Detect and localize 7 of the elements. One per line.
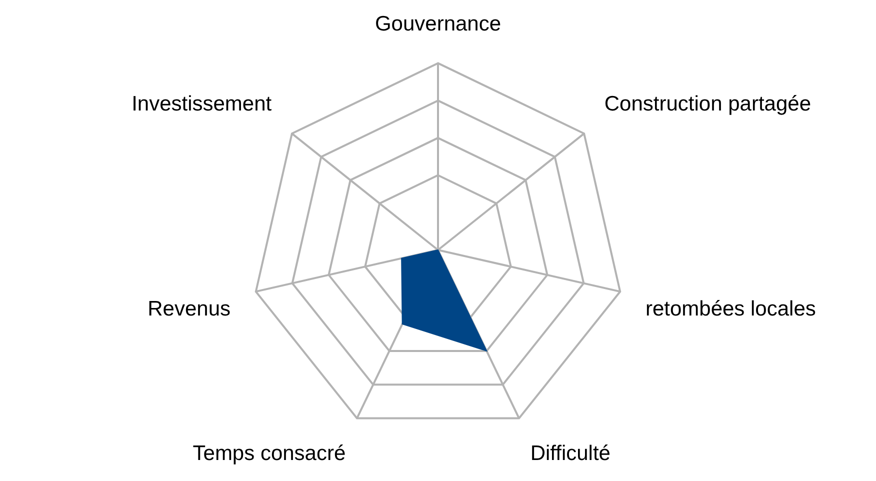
spoke-label: Temps consacré — [192, 442, 346, 466]
spoke-label: Investissement — [132, 92, 272, 116]
spoke-label: Construction partagée — [604, 92, 812, 116]
spoke-label: Revenus — [148, 298, 231, 321]
spoke-label: retombées locales — [645, 298, 816, 321]
spoke-label: Difficulté — [530, 442, 610, 466]
spoke-label: Gouvernance — [374, 12, 502, 36]
